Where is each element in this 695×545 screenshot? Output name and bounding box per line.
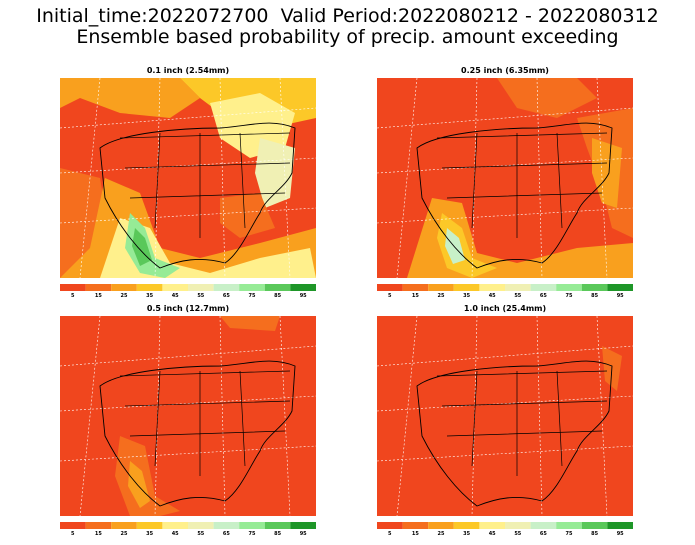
colorbar-label: 5 [71,531,75,537]
colorbar-label: 85 [274,531,282,537]
colorbar-label: 95 [616,531,624,537]
colorbar [60,522,316,529]
colorbar-label: 75 [248,531,256,537]
colorbar-label: 5 [71,293,75,299]
colorbar-label: 25 [120,531,128,537]
colorbar-label: 55 [197,293,205,299]
colorbar-label: 65 [539,293,547,299]
colorbar-label: 75 [565,293,573,299]
panel-0-1-inch: 0.1 inch (2.54mm) 5 15 25 35 45 55 65 75… [58,66,318,299]
panel-0-5-inch: 0.5 inch (12.7mm) 5 15 25 35 45 55 65 75… [58,304,318,537]
colorbar-label: 55 [197,531,205,537]
panel-0-25-inch: 0.25 inch (6.35mm) 5 15 25 35 45 55 65 7… [375,66,635,299]
colorbar-labels: 5 15 25 35 45 55 65 75 85 95 [60,293,316,301]
colorbar-label: 5 [388,293,392,299]
colorbar-label: 85 [274,293,282,299]
figure-title-line-2: Ensemble based probability of precip. am… [76,26,619,48]
colorbar-label: 55 [514,531,522,537]
colorbar [377,284,633,291]
colorbar-label: 45 [171,531,179,537]
colorbar-label: 65 [222,293,230,299]
colorbar-label: 75 [248,293,256,299]
colorbar-label: 65 [539,531,547,537]
colorbar-label: 15 [94,531,102,537]
panel-title: 0.1 inch (2.54mm) [146,66,230,75]
colorbar-label: 35 [463,293,471,299]
colorbar-labels: 5 15 25 35 45 55 65 75 85 95 [377,293,633,301]
colorbar [377,522,633,529]
colorbar-label: 15 [411,531,419,537]
colorbar-label: 45 [488,293,496,299]
colorbar-label: 85 [591,293,599,299]
probability-map [60,316,316,516]
colorbar-label: 95 [299,531,307,537]
panel-1-0-inch: 1.0 inch (25.4mm) 5 15 25 35 45 55 65 75… [375,304,635,537]
colorbar-label: 25 [120,293,128,299]
colorbar-label: 75 [565,531,573,537]
colorbar-label: 5 [388,531,392,537]
colorbar-label: 55 [514,293,522,299]
colorbar-label: 35 [146,293,154,299]
colorbar-label: 95 [616,293,624,299]
colorbar-label: 25 [437,293,445,299]
probability-map [60,78,316,278]
colorbar-label: 15 [411,293,419,299]
probability-map [377,316,633,516]
colorbar-labels: 5 15 25 35 45 55 65 75 85 95 [377,531,633,539]
probability-map [377,78,633,278]
colorbar-label: 45 [488,531,496,537]
colorbar-label: 25 [437,531,445,537]
colorbar-label: 15 [94,293,102,299]
colorbar-label: 45 [171,293,179,299]
colorbar-label: 65 [222,531,230,537]
colorbar-labels: 5 15 25 35 45 55 65 75 85 95 [60,531,316,539]
colorbar-label: 35 [146,531,154,537]
colorbar-label: 95 [299,293,307,299]
panel-title: 1.0 inch (25.4mm) [463,304,547,313]
panel-title: 0.5 inch (12.7mm) [146,304,230,313]
colorbar [60,284,316,291]
figure-title-line-1: Initial_time:2022072700 Valid Period:202… [36,5,659,27]
colorbar-label: 85 [591,531,599,537]
panel-title: 0.25 inch (6.35mm) [461,66,549,75]
colorbar-label: 35 [463,531,471,537]
